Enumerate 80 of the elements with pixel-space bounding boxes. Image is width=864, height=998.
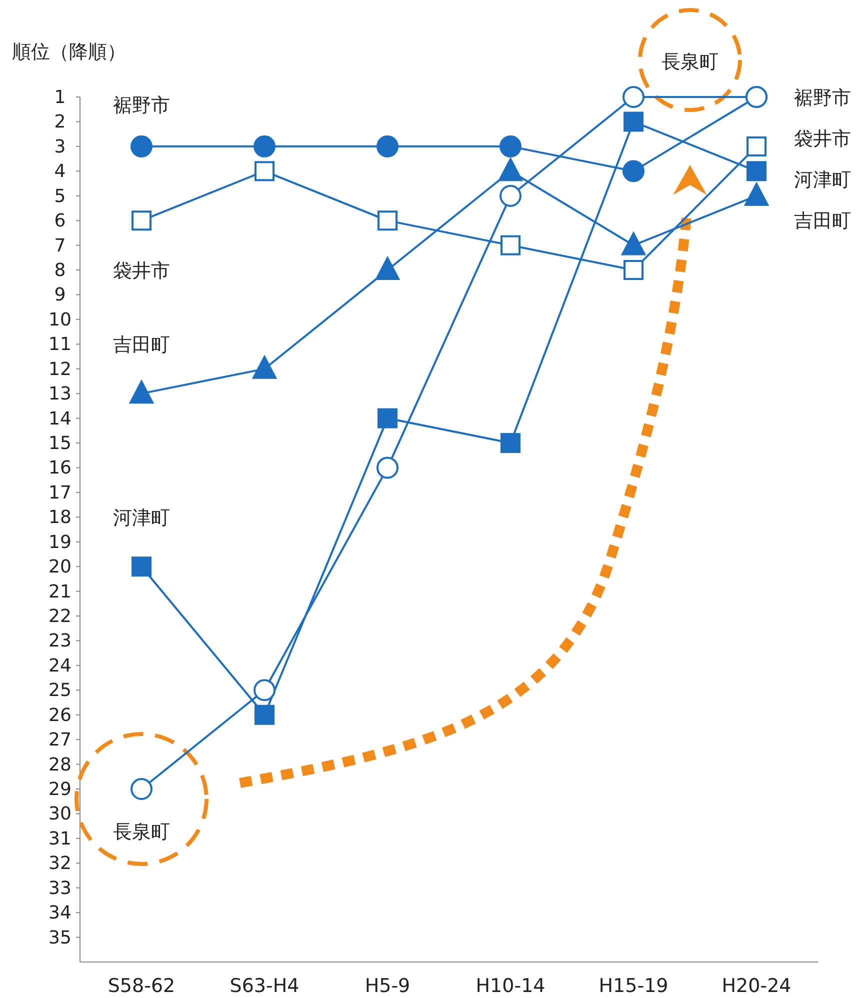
y-tick-label: 5: [54, 186, 66, 207]
y-tick-label: 16: [48, 458, 72, 479]
text: 吉田町: [113, 334, 170, 356]
y-tick-label: 29: [48, 779, 72, 800]
point: [500, 135, 522, 158]
y-tick-label: 6: [54, 210, 66, 232]
point: [132, 556, 152, 577]
series-label: 河津町: [794, 169, 851, 191]
point: [744, 182, 768, 206]
point: [130, 380, 154, 404]
point: [378, 210, 398, 231]
point: [376, 257, 400, 280]
y-tick-label: 7: [54, 235, 66, 256]
point: [254, 135, 276, 158]
y-tick-label: 9: [54, 284, 66, 306]
y-tick-label: 27: [48, 730, 72, 751]
y-tick-label: 2: [54, 112, 66, 133]
y-tick-label: 26: [48, 704, 72, 726]
point: [254, 679, 276, 702]
point: [622, 86, 644, 108]
point: [500, 235, 520, 256]
text: 裾野市: [113, 94, 170, 116]
y-tick-label: 24: [48, 655, 72, 676]
point: [624, 260, 644, 280]
point: [130, 135, 152, 158]
series-label: 裾野市: [794, 87, 851, 109]
text: 袋井市: [113, 260, 170, 282]
x-tick-label: H15-19: [598, 975, 668, 997]
y-tick-label: 19: [48, 532, 72, 553]
y-tick-label: 28: [48, 754, 72, 776]
y-tick-label: 12: [48, 358, 72, 380]
point: [252, 356, 276, 379]
point: [254, 704, 274, 725]
y-tick-label: 23: [48, 630, 72, 652]
y-tick-label: 34: [48, 902, 72, 924]
y-tick-label: 25: [48, 680, 72, 702]
x-tick-label: H20-24: [722, 975, 792, 997]
point: [376, 135, 398, 158]
y-tick-label: 30: [48, 804, 72, 825]
text: 河津町: [113, 507, 170, 530]
y-tick-label: 22: [48, 606, 72, 627]
point: [376, 456, 398, 479]
point: [254, 161, 274, 182]
point: [132, 210, 152, 231]
y-tick-label: 33: [48, 878, 72, 899]
series-label: 長泉町: [662, 51, 718, 73]
text: 長泉町: [113, 821, 170, 844]
point: [622, 160, 644, 182]
y-tick-label: 8: [54, 260, 66, 281]
point: [500, 433, 520, 453]
y-tick-label: 35: [48, 927, 72, 948]
y-tick-label: 18: [48, 507, 72, 528]
point: [130, 778, 152, 800]
x-tick-label: S63-H4: [230, 975, 300, 997]
y-tick-label: 13: [48, 384, 72, 405]
point: [498, 158, 522, 182]
y-tick-label: 1: [54, 87, 66, 108]
y-tick-label: 20: [48, 556, 72, 578]
x-tick-label: H10-14: [476, 975, 546, 997]
y-tick-label: 17: [48, 482, 72, 504]
series-label: 吉田町: [794, 210, 851, 232]
point: [746, 161, 766, 182]
y-tick-label: 32: [48, 853, 72, 874]
series-label: 袋井市: [794, 128, 851, 150]
point: [746, 136, 766, 156]
y-tick-label: 4: [54, 161, 66, 182]
y-tick-label: 3: [54, 136, 66, 158]
point: [500, 184, 522, 207]
x-tick-label: S58-62: [108, 975, 176, 997]
y-tick-label: 14: [48, 408, 72, 430]
x-tick-label: H5-9: [364, 975, 410, 997]
y-tick-label: 31: [48, 828, 72, 850]
y-tick-label: 10: [48, 309, 72, 330]
y-tick-label: 11: [48, 334, 72, 356]
y-tick-label: 15: [48, 433, 72, 454]
point: [378, 408, 398, 428]
point: [624, 112, 644, 132]
y-axis-title: 順位（降順）: [12, 41, 126, 63]
y-tick-label: 21: [48, 581, 72, 602]
point: [622, 232, 646, 256]
